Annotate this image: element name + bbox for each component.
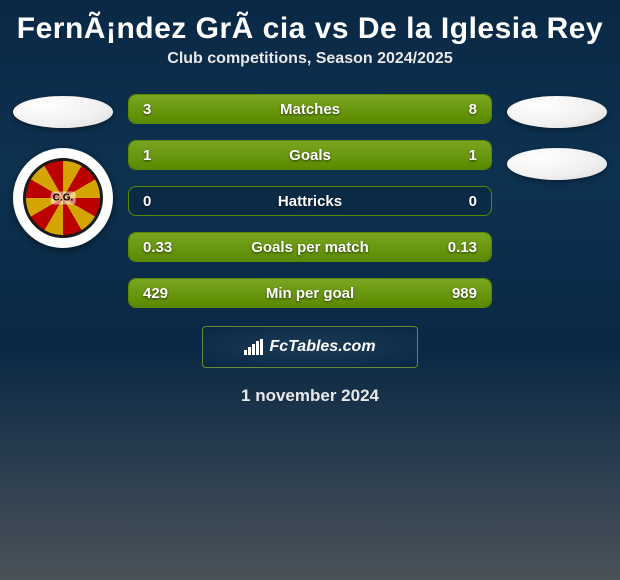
stat-right-value: 0.13 bbox=[448, 239, 477, 256]
comparison-layout: 3 8 Matches 1 1 Goals 0 0 Hattricks 0.33 0.13 Goals… bbox=[0, 86, 620, 308]
footer-date: 1 november 2024 bbox=[0, 386, 620, 406]
stat-fill-left bbox=[129, 141, 310, 169]
right-side bbox=[502, 86, 612, 308]
subtitle: Club competitions, Season 2024/2025 bbox=[0, 50, 620, 86]
stat-label: Goals bbox=[289, 147, 331, 164]
page-title: FernÃ¡ndez GrÃ cia vs De la Iglesia Rey bbox=[0, 0, 620, 50]
stat-row: 0 0 Hattricks bbox=[128, 186, 492, 216]
left-side bbox=[8, 86, 118, 308]
footer-brand-box: FcTables.com bbox=[202, 326, 418, 368]
stat-label: Min per goal bbox=[266, 285, 354, 302]
club-badge-left bbox=[13, 148, 113, 248]
stat-row: 3 8 Matches bbox=[128, 94, 492, 124]
stat-row: 1 1 Goals bbox=[128, 140, 492, 170]
club-badge-left-inner bbox=[23, 158, 103, 238]
stat-row: 0.33 0.13 Goals per match bbox=[128, 232, 492, 262]
stat-fill-right bbox=[310, 141, 491, 169]
stat-left-value: 1 bbox=[143, 147, 151, 164]
stat-left-value: 3 bbox=[143, 101, 151, 118]
chart-icon bbox=[244, 339, 263, 355]
stat-label: Matches bbox=[280, 101, 340, 118]
stat-left-value: 0 bbox=[143, 193, 151, 210]
stat-right-value: 8 bbox=[469, 101, 477, 118]
stat-label: Goals per match bbox=[251, 239, 369, 256]
stat-right-value: 989 bbox=[452, 285, 477, 302]
stat-fill-right bbox=[227, 95, 491, 123]
stat-left-value: 0.33 bbox=[143, 239, 172, 256]
player-right-oval-1 bbox=[507, 96, 607, 128]
stat-right-value: 0 bbox=[469, 193, 477, 210]
stat-left-value: 429 bbox=[143, 285, 168, 302]
stat-row: 429 989 Min per goal bbox=[128, 278, 492, 308]
stats-center: 3 8 Matches 1 1 Goals 0 0 Hattricks 0.33 0.13 Goals… bbox=[118, 86, 502, 308]
player-left-oval bbox=[13, 96, 113, 128]
stat-label: Hattricks bbox=[278, 193, 342, 210]
stat-right-value: 1 bbox=[469, 147, 477, 164]
player-right-oval-2 bbox=[507, 148, 607, 180]
footer-brand-text: FcTables.com bbox=[269, 338, 375, 356]
